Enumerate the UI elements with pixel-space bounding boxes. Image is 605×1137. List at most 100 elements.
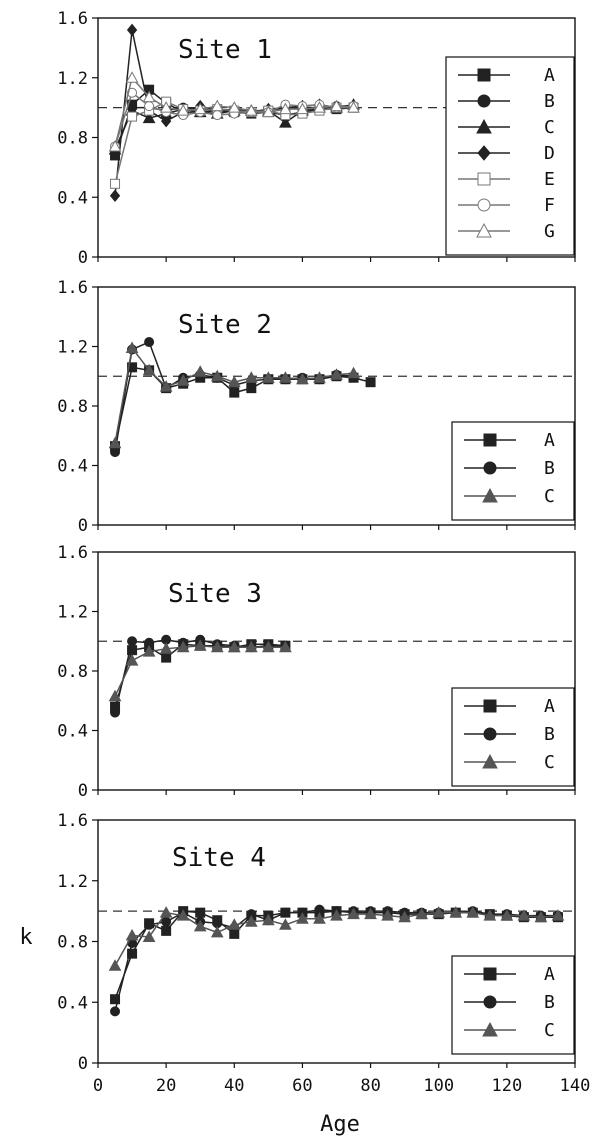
data-point	[551, 909, 565, 921]
legend-label: B	[544, 91, 555, 112]
legend-label: B	[544, 458, 555, 479]
data-point	[500, 909, 514, 921]
data-point	[210, 925, 224, 938]
x-tick-label: 80	[360, 1076, 380, 1096]
y-tick-label: 1.6	[57, 543, 88, 563]
data-point	[176, 640, 190, 653]
panel-title: Site 1	[178, 35, 272, 65]
data-point	[279, 640, 292, 653]
data-point	[159, 101, 173, 113]
data-point	[161, 916, 172, 927]
data-point	[227, 375, 241, 388]
legend-label: C	[544, 1020, 555, 1041]
legend-box	[451, 687, 575, 787]
data-point	[127, 87, 138, 98]
data-point	[227, 918, 241, 930]
y-tick-label: 0	[78, 248, 88, 268]
legend-marker	[477, 68, 491, 82]
chart-panel: 0 0.4 0.8 1.2 1.6 0 20 40 60 80 100 120 140 Site 4 ABC	[57, 811, 590, 1096]
data-point	[195, 907, 206, 918]
data-point	[347, 907, 360, 920]
x-tick-label: 20	[156, 1076, 176, 1096]
data-point	[176, 374, 190, 386]
data-point	[110, 447, 121, 458]
y-tick-label: 0	[78, 1054, 88, 1074]
data-point	[110, 994, 121, 1005]
data-point	[279, 116, 292, 128]
data-point	[127, 636, 138, 647]
data-point	[449, 906, 463, 918]
legend: ABC	[451, 421, 575, 521]
legend-marker	[477, 145, 491, 161]
legend-marker	[482, 487, 498, 503]
data-point	[142, 111, 156, 124]
data-point	[142, 930, 156, 942]
legend-label: E	[544, 169, 555, 190]
legend-label: D	[544, 143, 555, 164]
x-tick-label: 100	[423, 1076, 454, 1096]
legend-label: C	[544, 752, 555, 773]
data-point	[296, 372, 309, 385]
data-point	[125, 71, 139, 83]
data-point	[193, 919, 207, 932]
x-tick-label: 140	[560, 1076, 591, 1096]
data-point	[110, 178, 121, 189]
data-point	[313, 101, 326, 113]
data-point	[415, 907, 429, 920]
x-tick-label: 60	[292, 1076, 312, 1096]
legend-marker	[483, 727, 497, 741]
series-line	[114, 643, 286, 707]
legend: ABC	[451, 687, 575, 787]
data-point	[108, 959, 122, 971]
y-axis-label: k	[19, 925, 32, 950]
x-tick-label: 120	[491, 1076, 522, 1096]
data-point	[108, 689, 122, 702]
data-point	[212, 110, 223, 121]
data-point	[365, 377, 376, 388]
y-tick-label: 0.4	[57, 722, 88, 742]
panel-title: Site 3	[168, 579, 262, 609]
y-tick-label: 0.8	[57, 397, 88, 417]
data-point	[210, 640, 224, 653]
y-tick-label: 1.2	[57, 872, 88, 892]
legend-marker	[476, 222, 492, 238]
data-point	[347, 366, 360, 379]
legend-marker	[477, 198, 491, 212]
data-point	[127, 111, 138, 122]
data-point	[227, 640, 241, 653]
legend-label: A	[544, 696, 555, 717]
legend-marker	[482, 753, 498, 769]
legend-box	[451, 955, 575, 1055]
data-point	[313, 912, 326, 924]
x-tick-label: 40	[224, 1076, 244, 1096]
data-point	[330, 368, 343, 380]
data-point	[127, 948, 138, 959]
data-point	[296, 102, 309, 115]
y-tick-label: 0.4	[57, 457, 88, 477]
data-point	[159, 380, 173, 392]
legend-marker	[482, 1021, 498, 1037]
data-point	[262, 913, 275, 926]
legend-box	[445, 56, 575, 256]
data-point	[193, 365, 207, 377]
data-point	[244, 915, 258, 927]
data-point	[127, 362, 138, 373]
data-point	[142, 645, 156, 657]
data-point	[364, 907, 377, 920]
data-point	[161, 925, 172, 936]
chart-panel: 0 0.4 0.8 1.2 1.6 Site 3 ABC	[57, 543, 576, 801]
data-point	[466, 906, 480, 918]
y-tick-label: 1.2	[57, 338, 88, 358]
data-point	[381, 909, 394, 921]
y-tick-label: 0.4	[57, 188, 88, 208]
data-point	[142, 363, 156, 376]
legend-label: B	[544, 724, 555, 745]
legend-label: B	[544, 992, 555, 1013]
data-point	[144, 101, 155, 112]
data-point	[159, 906, 173, 918]
data-point	[534, 910, 548, 923]
legend-label: F	[544, 195, 555, 216]
